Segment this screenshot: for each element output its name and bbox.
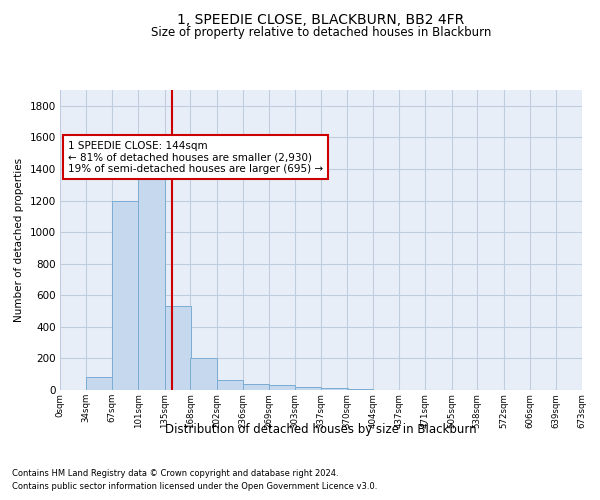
Text: 1, SPEEDIE CLOSE, BLACKBURN, BB2 4FR: 1, SPEEDIE CLOSE, BLACKBURN, BB2 4FR [178, 12, 464, 26]
Text: Contains HM Land Registry data © Crown copyright and database right 2024.: Contains HM Land Registry data © Crown c… [12, 468, 338, 477]
Text: 1 SPEEDIE CLOSE: 144sqm
← 81% of detached houses are smaller (2,930)
19% of semi: 1 SPEEDIE CLOSE: 144sqm ← 81% of detache… [68, 140, 323, 173]
Bar [322, 388, 348, 390]
Bar [86, 376, 113, 390]
Bar [295, 387, 322, 390]
Text: Size of property relative to detached houses in Blackburn: Size of property relative to detached ho… [151, 26, 491, 39]
Bar [139, 160, 165, 390]
Bar [190, 358, 217, 390]
Y-axis label: Number of detached properties: Number of detached properties [14, 158, 24, 322]
Bar [347, 389, 373, 390]
Bar [217, 380, 243, 390]
Bar [112, 202, 139, 390]
Text: Contains public sector information licensed under the Open Government Licence v3: Contains public sector information licen… [12, 482, 377, 491]
Text: Distribution of detached houses by size in Blackburn: Distribution of detached houses by size … [165, 422, 477, 436]
Bar [243, 384, 269, 390]
Bar [165, 306, 191, 390]
Bar [269, 386, 295, 390]
